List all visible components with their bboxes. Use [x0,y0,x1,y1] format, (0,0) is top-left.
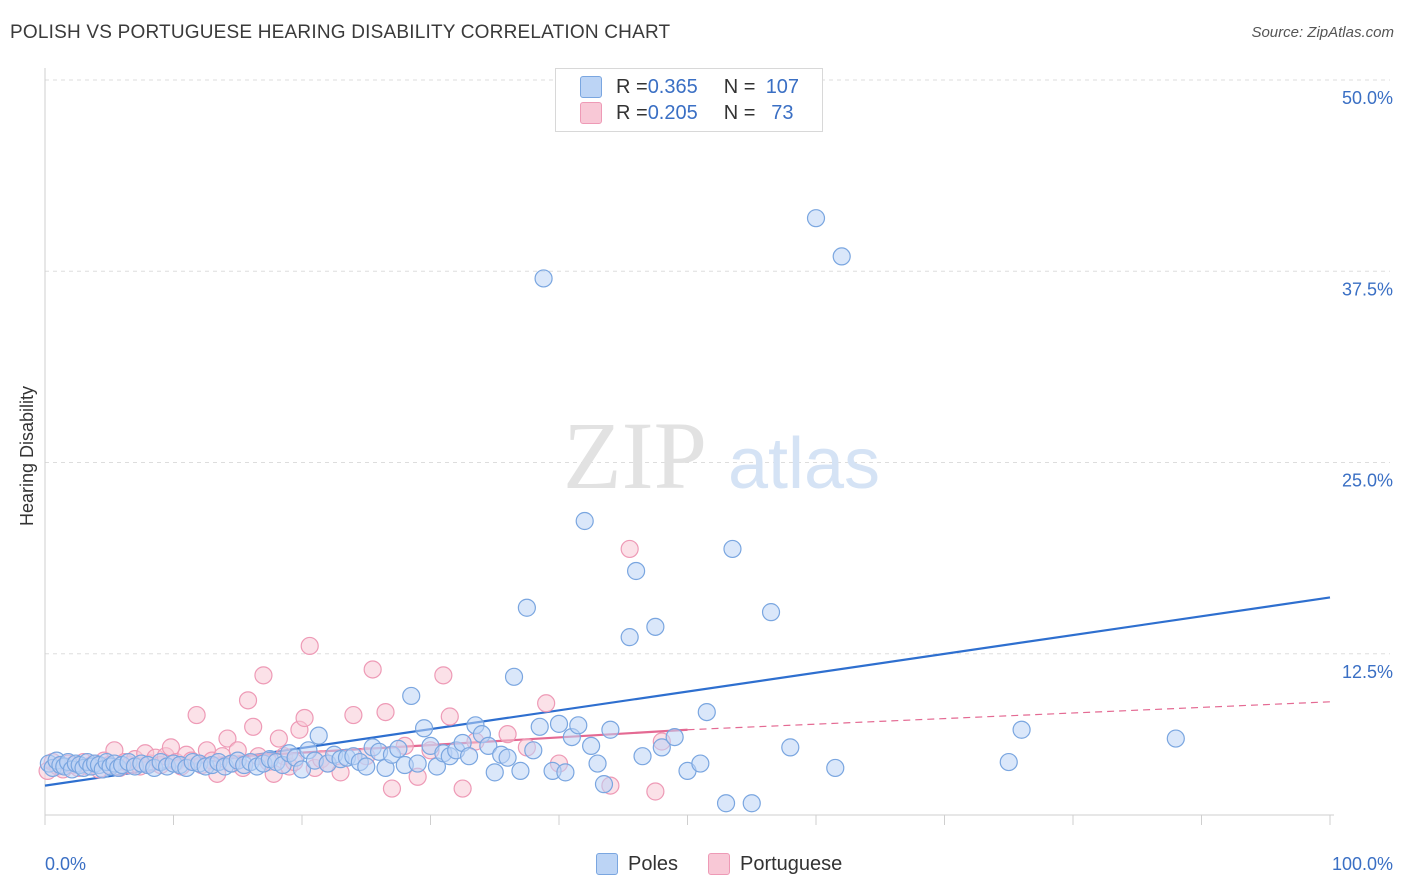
poles-point [408,754,427,773]
portuguese-trend-extension [687,701,1331,731]
axes [44,68,1334,825]
poles-point [389,739,408,758]
poles-point [633,747,652,766]
poles-point [594,775,614,794]
series-legend-portuguese: Portuguese [708,850,842,878]
poles-point [549,714,569,733]
poles-point [479,736,498,756]
poles-point [826,758,845,778]
portuguese-point [440,707,459,726]
data-points [38,209,1185,813]
legend-n-label: N = [723,75,756,98]
poles-point [665,727,684,747]
portuguese-point [244,717,263,736]
legend-n-value: 107 [765,75,800,98]
legend-row-portuguese: R = 0.205 N = 73 [580,101,794,125]
poles-point [761,603,781,622]
chart-title: POLISH VS PORTUGUESE HEARING DISABILITY … [10,22,671,43]
portuguese-point [453,779,472,798]
portuguese-point [382,779,402,798]
series-legend-poles: Poles [596,850,678,878]
poles-point [601,720,620,739]
series-name-poles: Poles [628,852,679,875]
correlation-legend: R = 0.365 N = 107 R = 0.205 N = 73 [555,68,823,132]
poles-point [414,719,434,738]
portuguese-point [537,694,556,713]
poles-point [569,716,588,735]
poles-point [504,667,524,686]
portuguese-point [269,729,288,748]
portuguese-point [434,666,453,685]
poles-point [588,754,607,773]
poles-point [582,736,601,756]
portuguese-point [218,729,237,748]
series-swatch-portuguese [708,853,730,875]
portuguese-point [238,691,258,710]
series-name-portuguese: Portuguese [740,852,843,875]
portuguese-point [187,705,206,725]
poles-point [691,754,710,773]
poles-point [1012,720,1031,739]
poles-point [575,511,594,531]
tick-labels: 12.5% 25.0% 37.5% 50.0% 0.0% 100.0% [45,88,1393,874]
poles-point [626,561,646,581]
y-tick-label: 50.0% [1342,88,1393,108]
poles-point [697,702,716,722]
watermark-atlas: atlas [728,424,880,504]
poles-point [646,617,665,636]
grid-lines [45,79,1390,655]
poles-point [832,247,851,266]
source-label: Source: ZipAtlas.com [1251,24,1394,41]
poles-point [781,738,800,757]
poles-point [292,760,312,779]
portuguese-point [498,725,517,744]
poles-point [402,686,421,706]
y-axis-label: Hearing Disability [17,386,37,526]
y-tick-label: 25.0% [1342,471,1393,491]
portuguese-point [376,702,395,722]
legend-row-poles: R = 0.365 N = 107 [580,75,799,99]
poles-point [556,763,575,782]
poles-point [485,763,504,782]
poles-point [511,761,530,781]
poles-point [806,209,826,228]
poles-point [534,269,553,288]
portuguese-point [646,782,665,801]
poles-point [530,717,549,736]
x-tick-label: 0.0% [45,854,86,874]
portuguese-point [254,666,273,685]
y-tick-label: 12.5% [1342,662,1393,682]
portuguese-point [295,708,314,728]
poles-point [357,757,376,776]
poles-point [723,539,742,559]
poles-point [309,726,328,745]
poles-point [459,747,479,766]
legend-n-value: 73 [765,101,794,124]
y-tick-label: 37.5% [1342,279,1393,299]
poles-point [742,794,761,813]
poles-point [652,738,671,757]
poles-point [716,794,736,813]
poles-point [620,628,639,647]
poles-point [517,598,536,617]
legend-r-label: R = [616,75,648,98]
legend-n-label: N = [723,101,756,124]
legend-r-value: 0.365 [647,75,698,98]
legend-r-label: R = [616,101,648,124]
portuguese-point [620,539,639,559]
legend-swatch-portuguese [580,102,602,124]
x-tick-label: 100.0% [1332,854,1393,874]
portuguese-point [363,660,382,679]
watermark-zip: ZIP [563,402,707,509]
portuguese-point [344,705,363,725]
series-swatch-poles [596,853,618,875]
portuguese-point [300,636,319,656]
poles-point [1166,729,1185,748]
legend-swatch-poles [580,76,602,98]
poles-point [999,752,1018,772]
poles-point [498,748,517,767]
legend-r-value: 0.205 [647,101,698,124]
poles-point [524,741,543,760]
